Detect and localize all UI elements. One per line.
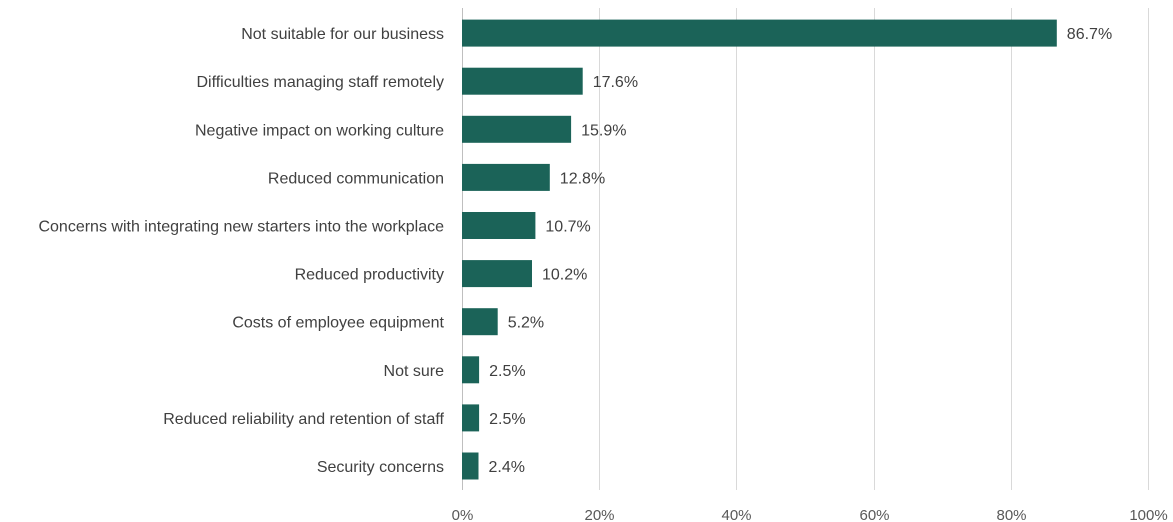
bar — [462, 452, 479, 480]
category-labels: Not suitable for our business Difficultie… — [38, 26, 444, 476]
data-label: 2.5% — [489, 363, 525, 380]
category-label: Reduced communication — [268, 170, 444, 187]
category-label: Reduced productivity — [295, 267, 444, 284]
category-label: Costs of employee equipment — [232, 315, 444, 332]
x-tick-label: 60% — [859, 507, 889, 522]
data-label: 86.7% — [1067, 26, 1112, 43]
category-label: Not suitable for our business — [241, 26, 444, 43]
x-tick-label: 20% — [584, 507, 614, 522]
data-label: 12.8% — [560, 170, 605, 187]
bar — [462, 308, 498, 336]
data-label: 5.2% — [508, 315, 544, 332]
category-label: Negative impact on working culture — [195, 122, 444, 139]
data-label: 17.6% — [593, 74, 638, 91]
category-label: Reduced reliability and retention of sta… — [163, 411, 444, 428]
x-tick-label: 40% — [721, 507, 751, 522]
bar — [462, 356, 480, 384]
data-labels: 86.7% 17.6% 15.9% 12.8% 10.7% 10.2% 5.2% 2.5% 2.… — [489, 26, 1113, 476]
bar — [462, 67, 583, 95]
bar — [462, 115, 572, 143]
value-axis: 0% 20% 40% 60% 80% 100% — [452, 8, 1168, 522]
data-label: 10.7% — [545, 219, 590, 236]
category-label: Concerns with integrating new starters i… — [38, 219, 444, 236]
category-label: Security concerns — [317, 459, 444, 476]
data-label: 15.9% — [581, 122, 626, 139]
x-tick-label: 100% — [1129, 507, 1167, 522]
category-label: Difficulties managing staff remotely — [196, 74, 444, 91]
bar — [462, 404, 480, 432]
x-tick-label: 80% — [996, 507, 1026, 522]
bar — [462, 260, 532, 288]
data-label: 2.4% — [489, 459, 525, 476]
bar — [462, 19, 1057, 47]
bar — [462, 163, 550, 191]
x-tick-label: 0% — [452, 507, 474, 522]
gridlines — [599, 8, 1149, 490]
data-label: 2.5% — [489, 411, 525, 428]
bars — [462, 19, 1057, 480]
category-label: Not sure — [384, 363, 445, 380]
data-label: 10.2% — [542, 267, 587, 284]
bar — [462, 212, 536, 239]
